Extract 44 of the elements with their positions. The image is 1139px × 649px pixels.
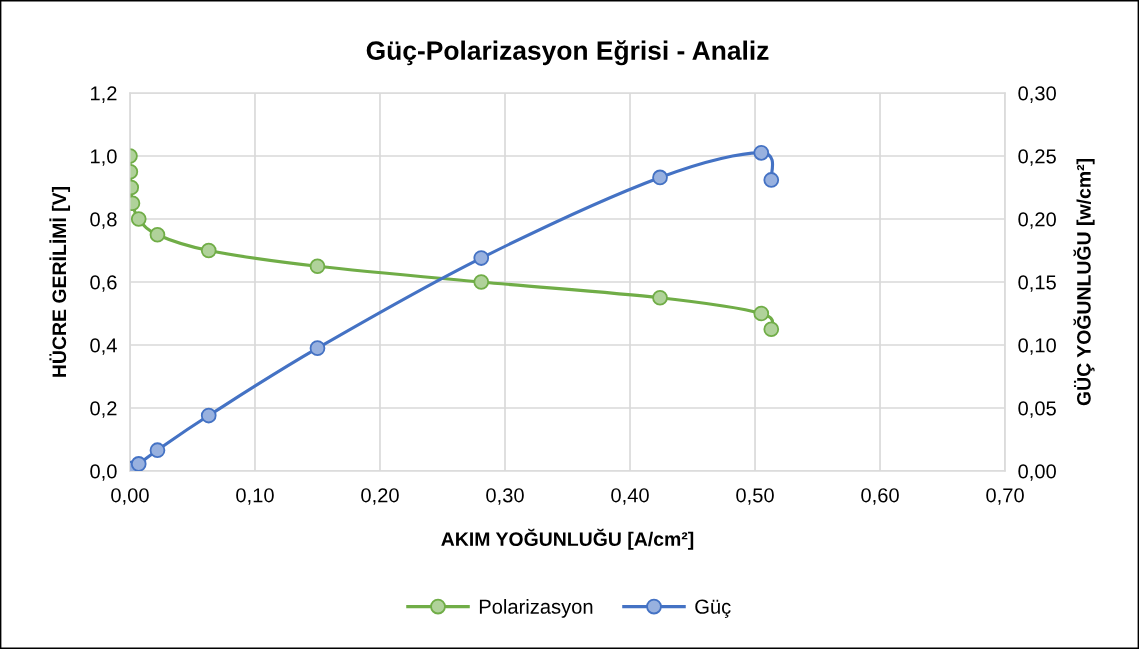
point	[200, 407, 217, 424]
x-tick-label: 0,20	[361, 488, 399, 505]
point	[149, 226, 166, 243]
point	[473, 250, 490, 266]
point	[200, 242, 217, 259]
x-tick-label: 0,40	[611, 488, 649, 505]
legend-label: Polarizasyon	[479, 599, 593, 618]
y-tick-label: 0,2	[90, 401, 117, 418]
x-tick-label: 0,70	[986, 488, 1024, 505]
y-axis-title: HÜCRE GERİLİMİ [V]	[49, 186, 71, 377]
point	[130, 456, 147, 471]
y2-tick-label: 0,20	[1018, 212, 1056, 229]
y-tick-label: 1,2	[91, 86, 117, 103]
point	[473, 274, 490, 290]
y-tick-label: 1,0	[91, 149, 117, 166]
point	[753, 144, 770, 161]
x-axis-title: AKIM YOĞUNLUĞU [A/cm²]	[441, 528, 694, 550]
point	[753, 305, 770, 322]
point	[763, 172, 780, 188]
point	[309, 258, 326, 275]
point	[130, 211, 147, 227]
chart-title: Güç-Polarizasyon Eğrisi - Analiz	[366, 40, 769, 66]
x-tick-label: 0,00	[111, 488, 149, 505]
legend-label: Güç	[695, 599, 731, 618]
y-tick-label: 0,4	[90, 338, 117, 355]
x-tick-label: 0,30	[486, 488, 524, 505]
y2-tick-label: 0,05	[1018, 401, 1056, 418]
y2-tick-label: 0,25	[1018, 149, 1056, 166]
x-tick-label: 0,60	[861, 488, 899, 505]
y2-axis-title: GÜÇ YOĞUNLUĞU [w/cm²]	[1073, 159, 1095, 406]
y2-tick-label: 0,15	[1018, 275, 1056, 292]
point	[652, 289, 668, 306]
y2-tick-label: 0,10	[1018, 338, 1056, 355]
point	[309, 340, 326, 356]
y2-tick-label: 0,30	[1018, 86, 1056, 103]
point	[652, 169, 668, 186]
y-tick-label: 0,0	[90, 464, 117, 481]
point	[763, 321, 780, 338]
y-tick-label: 0,6	[90, 275, 117, 292]
y-tick-label: 0,8	[90, 212, 117, 229]
x-tick-label: 0,10	[236, 488, 274, 505]
point	[149, 442, 166, 459]
y2-tick-label: 0,00	[1018, 464, 1056, 481]
x-tick-label: 0,50	[736, 488, 774, 505]
